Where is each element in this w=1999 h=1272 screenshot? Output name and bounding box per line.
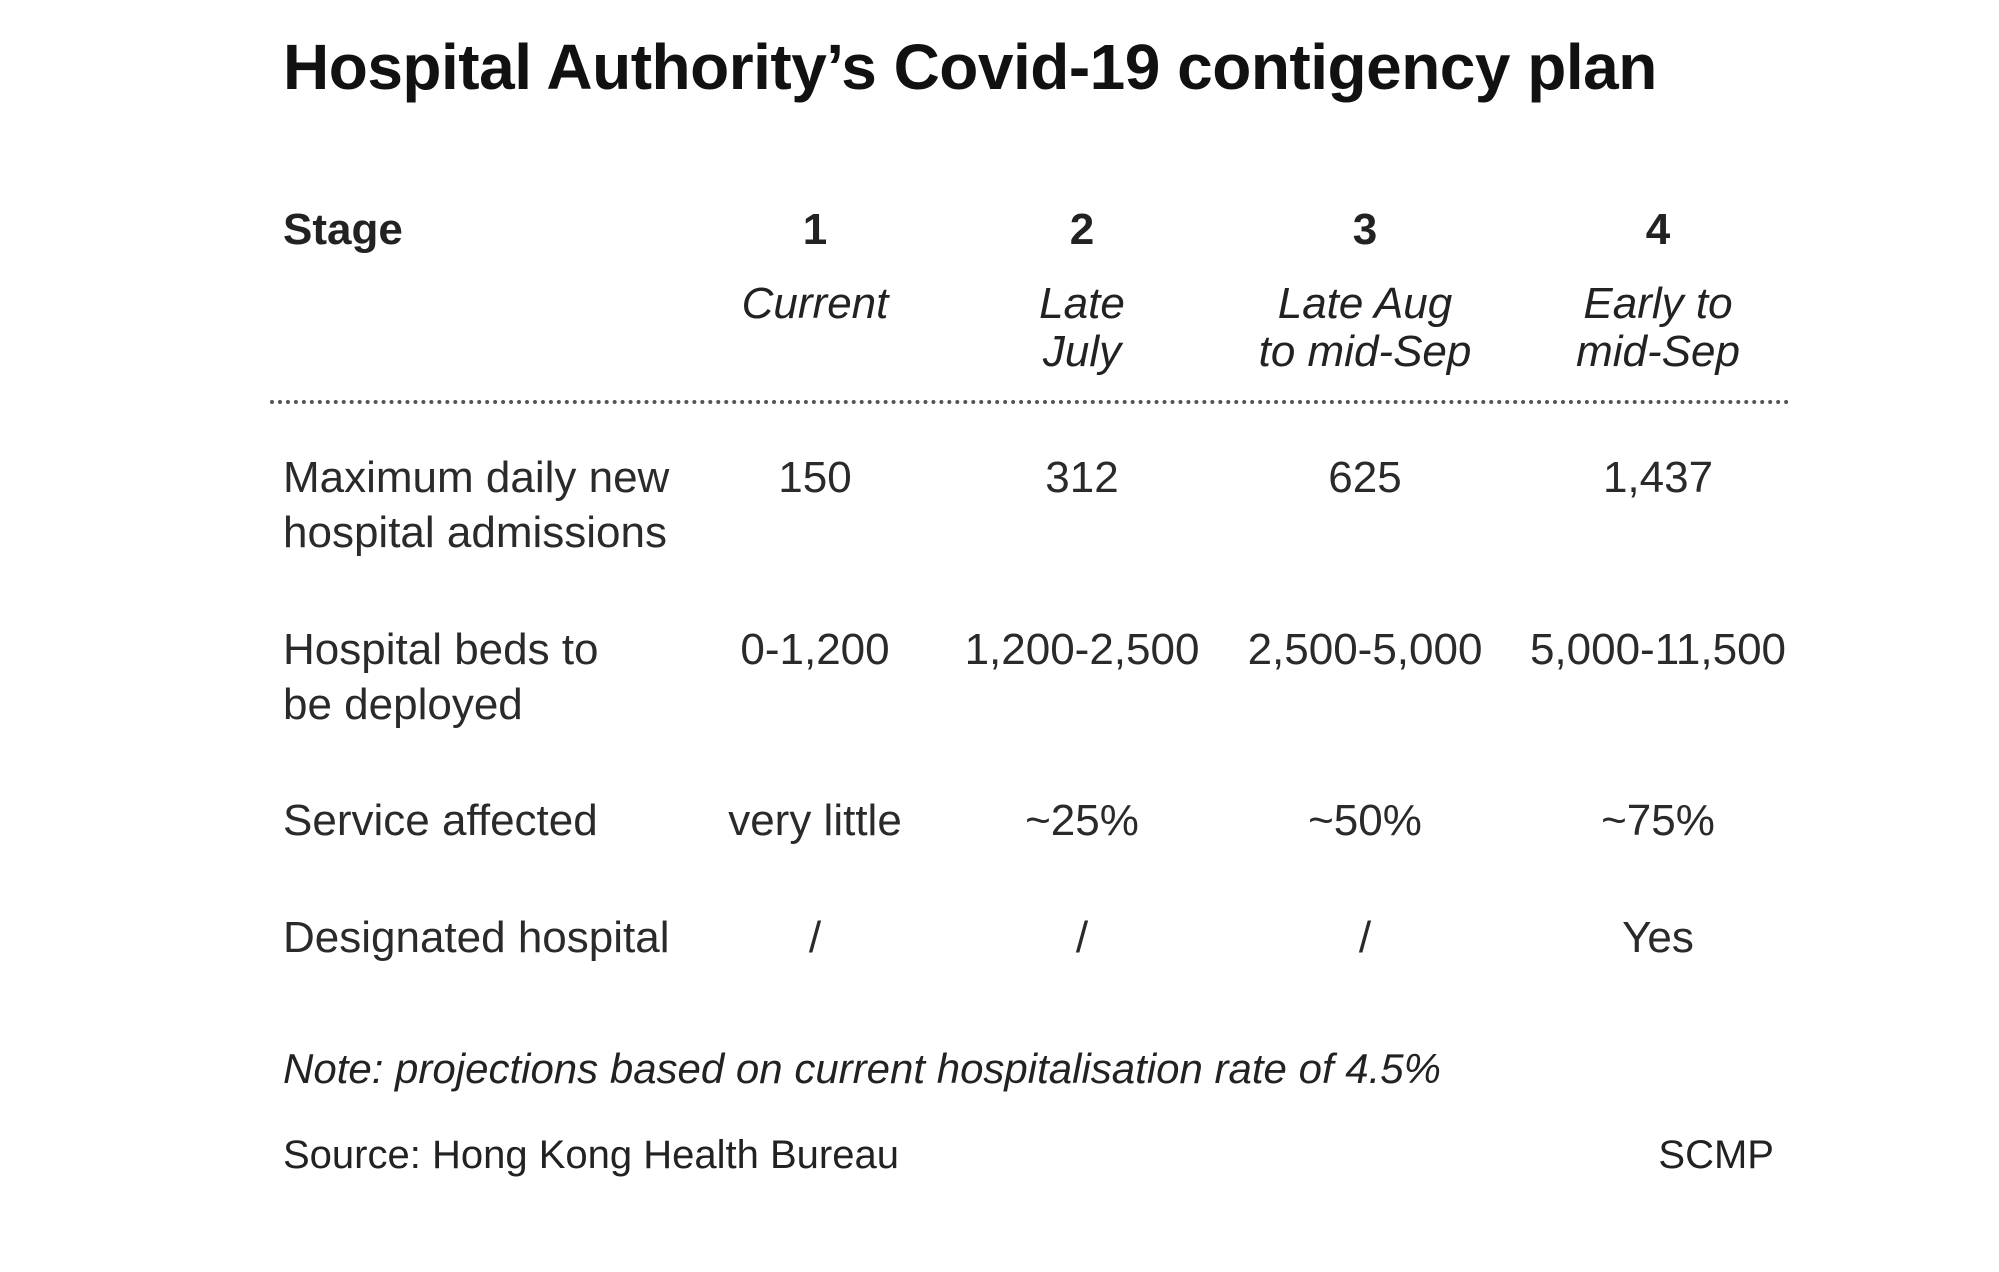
stage-period-1: Current bbox=[741, 279, 889, 328]
row-label-2: Hospital beds to be deployed bbox=[283, 625, 599, 729]
header-divider bbox=[270, 400, 1790, 404]
table-cell-r4-c1: / bbox=[808, 913, 822, 962]
stage-period-2: Late July bbox=[1039, 279, 1125, 376]
table-cell-r1-c2: 312 bbox=[1045, 453, 1119, 502]
footnote: Note: projections based on current hospi… bbox=[283, 1045, 1442, 1092]
table-cell-r2-c3: 2,500-5,000 bbox=[1247, 625, 1483, 674]
table-cell-r2-c2: 1,200-2,500 bbox=[964, 625, 1200, 674]
table-cell-r2-c1: 0-1,200 bbox=[740, 625, 890, 674]
stage-number-3: 3 bbox=[1352, 205, 1378, 254]
row-label-3: Service affected bbox=[283, 796, 598, 845]
table-cell-r4-c3: / bbox=[1358, 913, 1372, 962]
stage-number-4: 4 bbox=[1645, 205, 1671, 254]
table-cell-r4-c4: Yes bbox=[1622, 913, 1694, 962]
table-cell-r4-c2: / bbox=[1075, 913, 1089, 962]
stage-number-1: 1 bbox=[802, 205, 828, 254]
table-cell-r3-c4: ~75% bbox=[1601, 796, 1715, 845]
table-cell-r1-c3: 625 bbox=[1328, 453, 1402, 502]
row-label-4: Designated hospital bbox=[283, 913, 670, 962]
table-cell-r3-c3: ~50% bbox=[1308, 796, 1422, 845]
stage-number-2: 2 bbox=[1069, 205, 1095, 254]
chart-title: Hospital Authority’s Covid-19 contigency… bbox=[283, 31, 1657, 103]
stage-period-4: Early to mid-Sep bbox=[1576, 279, 1740, 376]
table-cell-r1-c1: 150 bbox=[778, 453, 852, 502]
source-credit: Source: Hong Kong Health Bureau bbox=[283, 1133, 899, 1177]
publisher-credit: SCMP bbox=[1658, 1133, 1774, 1177]
table-cell-r1-c4: 1,437 bbox=[1602, 453, 1714, 502]
table-cell-r3-c1: very little bbox=[728, 796, 902, 845]
row-label-1: Maximum daily new hospital admissions bbox=[283, 453, 670, 557]
table-cell-r2-c4: 5,000-11,500 bbox=[1529, 625, 1787, 674]
table-cell-r3-c2: ~25% bbox=[1025, 796, 1139, 845]
stage-period-3: Late Aug to mid-Sep bbox=[1258, 279, 1472, 376]
stage-header-label: Stage bbox=[283, 205, 403, 254]
